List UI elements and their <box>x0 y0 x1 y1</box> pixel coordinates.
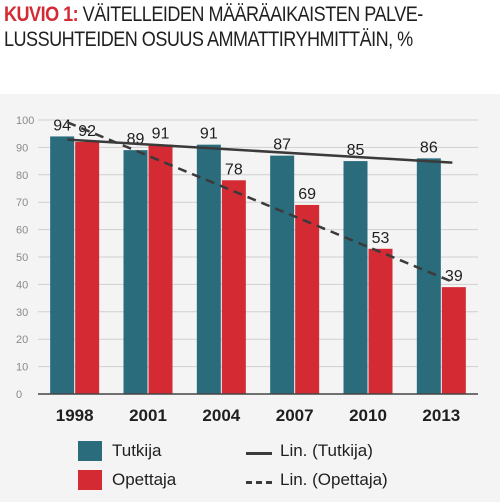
y-tick-label: 100 <box>16 115 34 127</box>
legend-label-lin-opettaja: Lin. (Opettaja) <box>280 470 388 489</box>
data-label-tutkija: 87 <box>273 137 291 154</box>
y-tick-label: 70 <box>16 197 28 209</box>
y-tick-label: 0 <box>16 389 22 401</box>
title-prefix: KUVIO 1: <box>4 3 79 26</box>
y-tick-label: 60 <box>16 225 28 237</box>
x-tick-label: 2001 <box>129 406 167 425</box>
x-tick-label: 2004 <box>202 406 240 425</box>
bar-tutkija <box>123 150 148 394</box>
y-tick-label: 50 <box>16 252 28 264</box>
x-tick-label: 2010 <box>349 406 387 425</box>
chart-title: KUVIO 1: VÄITELLEIDEN MÄÄRÄAIKAISTEN PAL… <box>4 2 427 52</box>
bar-tutkija <box>416 158 441 394</box>
title-text-1: VÄITELLEIDEN MÄÄRÄAIKAISTEN PALVE- <box>82 3 424 26</box>
y-tick-label: 30 <box>16 307 28 319</box>
bar-opettaja <box>148 144 173 394</box>
bar-tutkija <box>343 161 368 394</box>
legend-label-tutkija: Tutkija <box>112 441 162 460</box>
data-label-tutkija: 86 <box>420 139 438 156</box>
legend-label-opettaja: Opettaja <box>112 470 177 489</box>
data-label-opettaja: 78 <box>225 161 243 178</box>
legend-label-lin-tutkija: Lin. (Tutkija) <box>280 441 373 460</box>
x-tick-label: 2013 <box>422 406 460 425</box>
bar-chart: 1009080706050403020100949219988991200191… <box>16 115 478 425</box>
legend-swatch-tutkija <box>78 441 102 461</box>
data-label-opettaja: 39 <box>445 268 463 285</box>
y-tick-label: 40 <box>16 279 28 291</box>
title-line-2: LUSSUHTEIDEN OSUUS AMMATTIRYHMITTÄIN, % <box>4 28 413 51</box>
trendline-opettaja <box>66 121 453 283</box>
x-tick-label: 2007 <box>276 406 314 425</box>
data-label-opettaja: 53 <box>372 230 390 247</box>
y-tick-label: 90 <box>16 142 28 154</box>
legend-line-opettaja <box>246 481 272 484</box>
legend-line-tutkija <box>246 452 272 455</box>
bar-tutkija <box>270 155 295 394</box>
trendline-tutkija <box>67 138 453 164</box>
data-label-tutkija: 91 <box>200 126 218 143</box>
bar-opettaja <box>221 180 246 394</box>
data-label-opettaja: 91 <box>152 126 170 143</box>
data-label-opettaja: 69 <box>298 186 316 203</box>
x-tick-label: 1998 <box>56 406 94 425</box>
bar-tutkija <box>196 144 221 394</box>
data-label-tutkija: 89 <box>127 131 145 148</box>
bar-opettaja <box>295 204 320 394</box>
y-tick-label: 20 <box>16 334 28 346</box>
data-label-tutkija: 85 <box>347 142 365 159</box>
bar-opettaja <box>441 287 466 394</box>
bar-tutkija <box>50 136 75 394</box>
legend-swatch-opettaja <box>78 470 102 490</box>
bar-opettaja <box>368 248 393 394</box>
title-line-1: KUVIO 1: VÄITELLEIDEN MÄÄRÄAIKAISTEN PAL… <box>4 2 427 27</box>
bar-opettaja <box>75 141 100 394</box>
chart-panel: 1009080706050403020100949219988991200191… <box>0 94 500 502</box>
data-label-tutkija: 94 <box>53 117 71 134</box>
y-tick-label: 10 <box>16 362 28 374</box>
y-tick-label: 80 <box>16 170 28 182</box>
